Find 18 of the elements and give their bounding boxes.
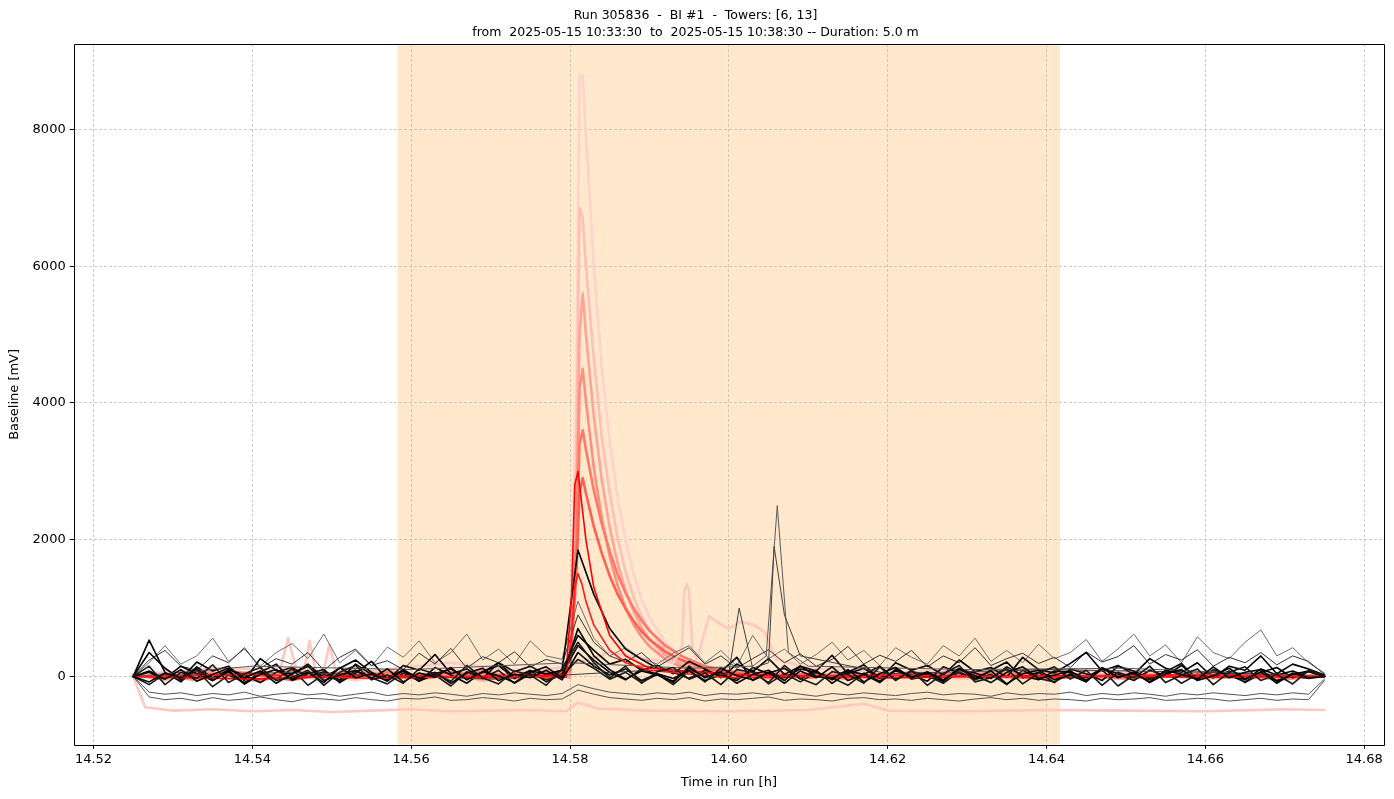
x-tick-label: 14.64 [1027, 750, 1066, 766]
y-tick-label: 4000 [32, 394, 66, 410]
y-tick-label: 0 [57, 667, 66, 683]
x-tick-label: 14.66 [1186, 750, 1224, 766]
x-tick-label: 14.58 [551, 750, 589, 766]
chart-title: Run 305836 - BI #1 - Towers: [6, 13] [573, 6, 818, 22]
x-tick-label: 14.56 [392, 750, 430, 766]
x-tick-label: 14.54 [233, 750, 271, 766]
x-tick-label: 14.68 [1345, 750, 1383, 766]
x-tick-label: 14.52 [74, 750, 113, 766]
y-tick-label: 8000 [32, 120, 66, 136]
y-tick-label: 6000 [32, 257, 66, 273]
x-tick-label: 14.62 [869, 750, 907, 766]
y-axis-title: Baseline [mV] [6, 348, 22, 440]
x-axis-title: Time in run [h] [679, 773, 777, 789]
x-tick-label: 14.60 [710, 750, 748, 766]
chart-subtitle: from 2025-05-15 10:33:30 to 2025-05-15 10:38:30 -- Duration: 5.0 m [472, 23, 919, 39]
y-tick-label: 2000 [32, 531, 66, 547]
